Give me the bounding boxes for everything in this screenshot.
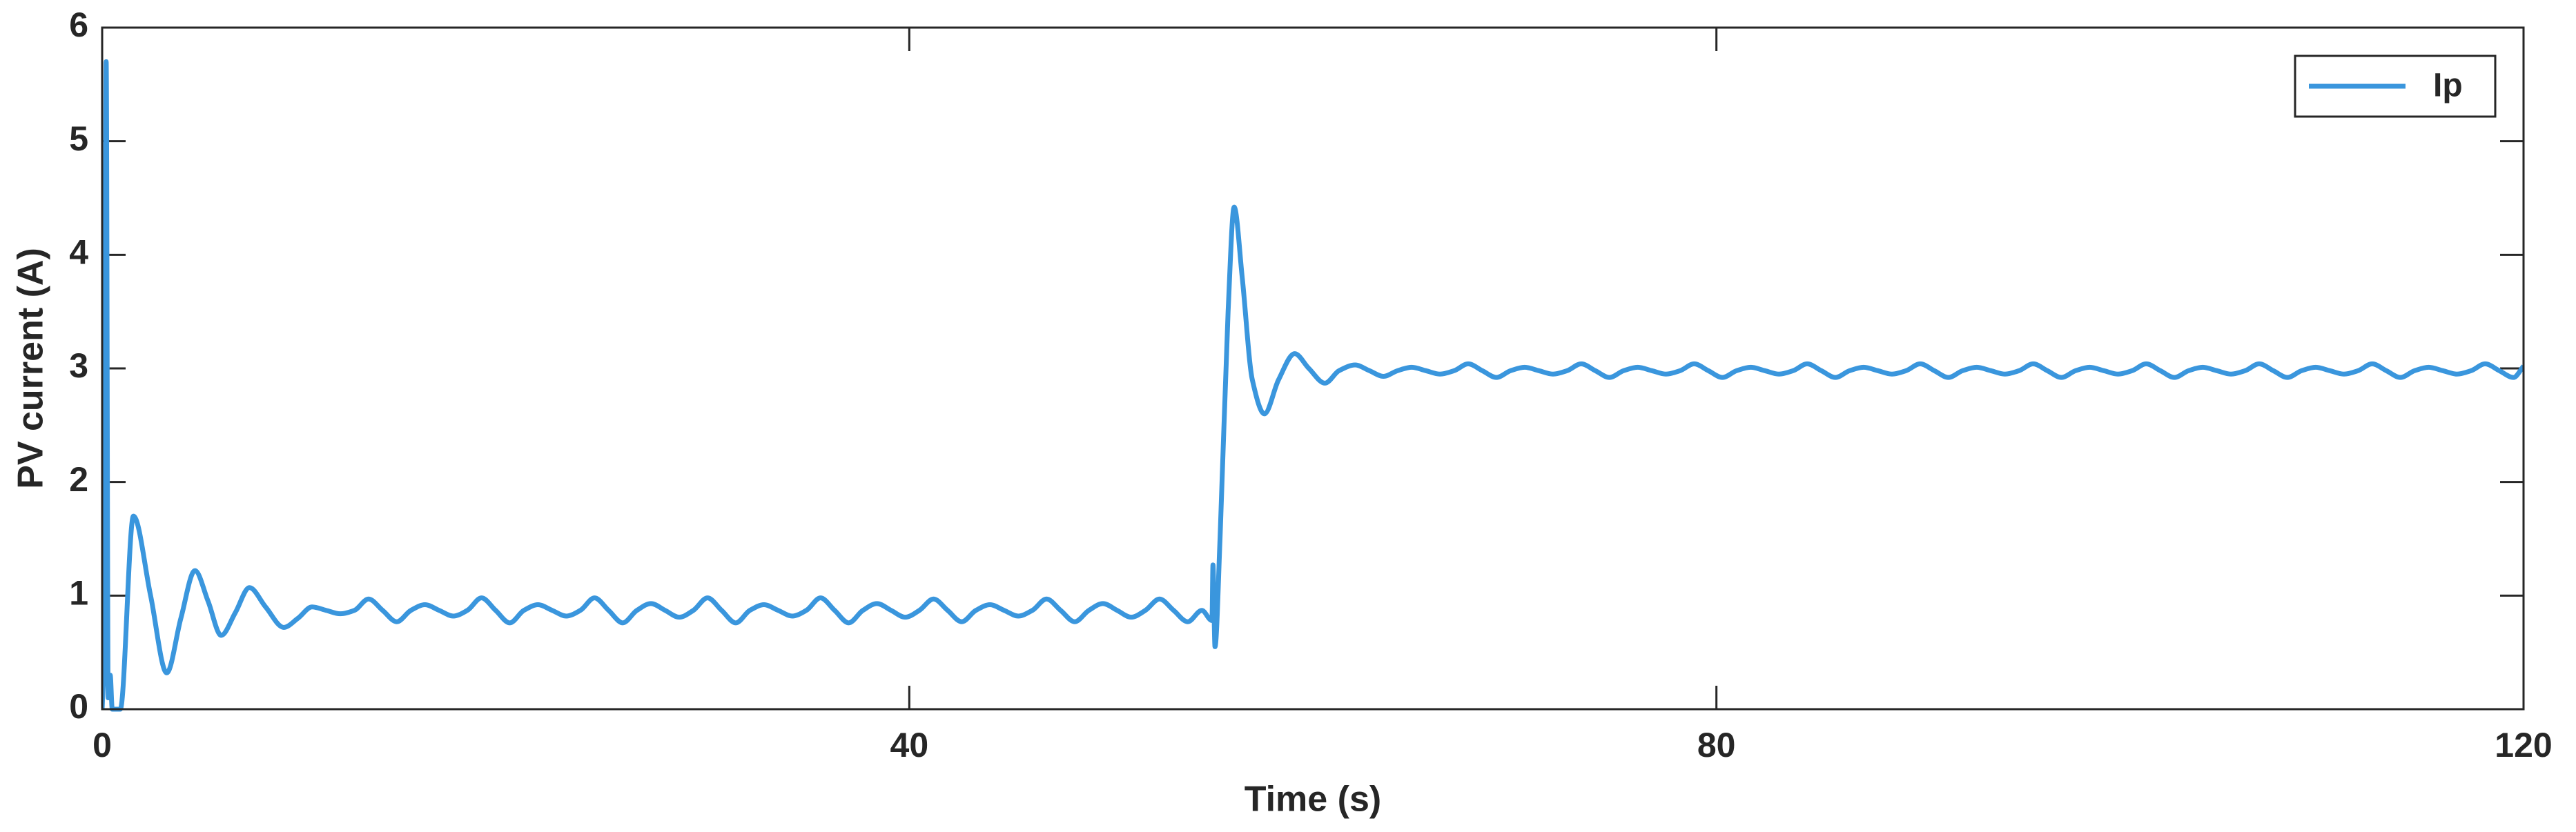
y-tick-label: 6: [69, 6, 88, 44]
y-tick-label: 2: [69, 460, 88, 499]
x-tick-label: 80: [1697, 726, 1736, 764]
axes-box: [101, 26, 2525, 711]
x-tick-label: 40: [890, 726, 929, 764]
y-tick-label: 5: [69, 119, 88, 158]
y-axis-label: PV current (A): [11, 248, 51, 489]
x-axis-label: Time (s): [1245, 780, 1381, 820]
x-tick-label: 120: [2495, 726, 2552, 764]
y-tick-label: 4: [69, 233, 88, 272]
y-tick-label: 0: [69, 687, 88, 726]
y-tick-label: 3: [69, 346, 88, 385]
x-tick-label: 0: [92, 726, 112, 764]
data-line: [102, 59, 2524, 712]
legend-label: Ip: [2433, 68, 2463, 104]
y-tick-label: 1: [69, 574, 88, 613]
